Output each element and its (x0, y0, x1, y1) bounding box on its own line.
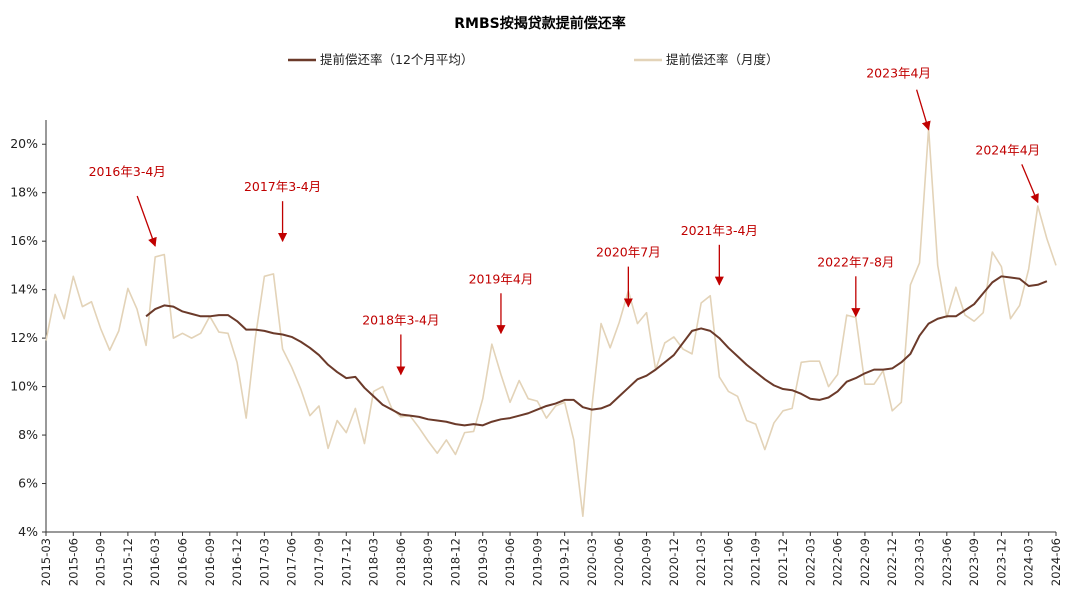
x-tick-label: 2016-06 (175, 538, 189, 586)
x-tick-label: 2016-12 (230, 538, 244, 586)
x-tick-label: 2018-06 (394, 538, 408, 586)
annotation-label: 2016年3-4月 (89, 164, 166, 179)
x-tick-label: 2022-09 (858, 538, 872, 586)
chart-title: RMBS按揭贷款提前偿还率 (454, 15, 625, 32)
x-tick-label: 2021-06 (721, 538, 735, 586)
series-line-12m-average (145, 275, 1048, 427)
legend-label-monthly: 提前偿还率（月度） (666, 52, 779, 67)
x-tick-label: 2017-06 (285, 538, 299, 586)
legend: 提前偿还率（12个月平均） 提前偿还率（月度） (288, 52, 779, 67)
x-tick-label: 2018-09 (421, 538, 435, 586)
x-tick-label: 2021-03 (694, 538, 708, 586)
x-tick-label: 2015-06 (66, 538, 80, 586)
y-tick-label: 8% (18, 427, 38, 442)
x-tick-label: 2015-03 (39, 538, 53, 586)
y-tick-label: 14% (10, 282, 38, 297)
y-tick-label: 18% (10, 185, 38, 200)
x-tick-label: 2018-12 (448, 538, 462, 586)
y-tick-label: 20% (10, 136, 38, 151)
series-layer (45, 127, 1057, 518)
x-tick-label: 2017-09 (312, 538, 326, 586)
legend-label-avg: 提前偿还率（12个月平均） (320, 52, 473, 67)
annotation-arrow (136, 195, 157, 247)
x-tick-label: 2019-06 (503, 538, 517, 586)
y-tick-label: 10% (10, 379, 38, 394)
y-tick-label: 6% (18, 476, 38, 491)
annotation-label: 2023年4月 (866, 66, 931, 81)
series-line-monthly (45, 127, 1057, 518)
annotation-arrow (915, 89, 931, 131)
x-tick-label: 2019-12 (558, 538, 572, 586)
annotation-arrow (1021, 164, 1039, 204)
x-tick-label: 2020-03 (585, 538, 599, 586)
x-tick-label: 2015-12 (121, 538, 135, 586)
y-tick-label: 4% (18, 524, 38, 539)
x-tick-label: 2020-12 (667, 538, 681, 586)
x-tick-label: 2016-03 (148, 538, 162, 586)
x-tick-label: 2015-09 (94, 538, 108, 586)
x-tick-label: 2018-03 (367, 538, 381, 586)
y-tick-label: 12% (10, 330, 38, 345)
x-tick-label: 2021-12 (776, 538, 790, 586)
annotation-label: 2017年3-4月 (244, 179, 321, 194)
axes: 4% 6% 8% 10% 12% 14% 16% 18% 20% 2015-03 2015-06 20… (10, 120, 1063, 586)
x-tick-label: 2023-03 (913, 538, 927, 586)
x-tick-label: 2021-09 (749, 538, 763, 586)
x-tick-label: 2024-06 (1049, 538, 1063, 586)
x-tick-label: 2019-03 (476, 538, 490, 586)
x-tick-label: 2020-09 (640, 538, 654, 586)
annotation-label: 2020年7月 (596, 245, 661, 260)
y-tick-label: 16% (10, 233, 38, 248)
annotation-label: 2024年4月 (975, 142, 1040, 157)
x-tick-label: 2023-06 (940, 538, 954, 586)
x-tick-label: 2022-03 (803, 538, 817, 586)
x-tick-label: 2017-12 (339, 538, 353, 586)
annotation-label: 2018年3-4月 (362, 312, 439, 327)
annotation-label: 2022年7-8月 (817, 254, 894, 269)
x-tick-label: 2023-09 (967, 538, 981, 586)
x-tick-label: 2023-12 (994, 538, 1008, 586)
x-tick-label: 2022-12 (885, 538, 899, 586)
x-tick-label: 2022-06 (831, 538, 845, 586)
x-tick-label: 2024-03 (1022, 538, 1036, 586)
annotation-label: 2021年3-4月 (681, 223, 758, 238)
x-tick-label: 2019-09 (530, 538, 544, 586)
x-tick-label: 2020-06 (612, 538, 626, 586)
annotation-layer: 2016年3-4月 2017年3-4月 2018年3-4月 2019年4月 2020年7… (89, 66, 1040, 376)
annotation-label: 2019年4月 (469, 271, 534, 286)
x-tick-label: 2017-03 (257, 538, 271, 586)
x-tick-label: 2016-09 (203, 538, 217, 586)
